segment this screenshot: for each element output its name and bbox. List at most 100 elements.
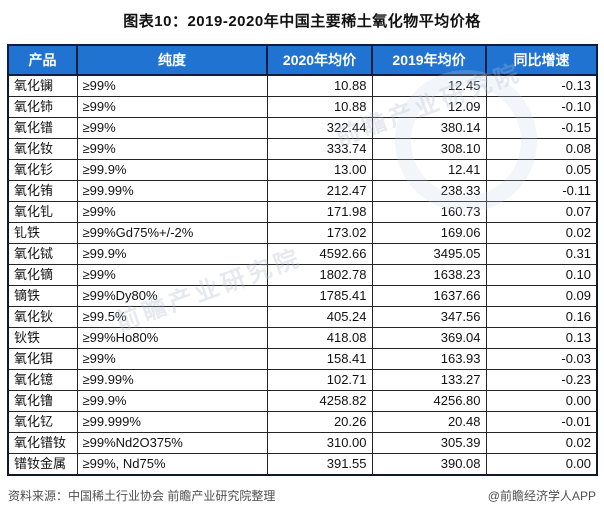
table-row: 氧化钐 ≥99.9% 13.00 12.41 0.05 (7, 159, 598, 181)
header-row: 产品 纯度 2020年均价 2019年均价 同比增速 (7, 44, 598, 76)
cell-price-2019: 12.09 (371, 96, 487, 118)
credit-badge: @前瞻经济学人APP (487, 489, 596, 503)
cell-purity: ≥99%Dy80% (76, 285, 268, 307)
cell-product: 钆铁 (7, 222, 78, 244)
table-row: 氧化铕 ≥99.99% 212.47 238.33 -0.11 (7, 180, 598, 202)
col-header-price-2019: 2019年均价 (371, 44, 487, 76)
cell-growth: -0.03 (485, 348, 598, 370)
cell-price-2020: 322.44 (266, 117, 373, 139)
table-row: 镝铁 ≥99%Dy80% 1785.41 1637.66 0.09 (7, 285, 598, 307)
table-row: 氧化镨钕 ≥99%Nd2O375% 310.00 305.39 0.02 (7, 432, 598, 454)
cell-product: 氧化铕 (7, 180, 78, 202)
cell-purity: ≥99% (76, 138, 268, 160)
cell-purity: ≥99.999% (76, 411, 268, 433)
cell-product: 钬铁 (7, 327, 78, 349)
table-row: 氧化铽 ≥99.9% 4592.66 3495.05 0.31 (7, 243, 598, 265)
cell-price-2019: 163.93 (371, 348, 487, 370)
cell-price-2020: 418.08 (266, 327, 373, 349)
table-row: 钬铁 ≥99%Ho80% 418.08 369.04 0.13 (7, 327, 598, 349)
table-row: 氧化钆 ≥99% 171.98 160.73 0.07 (7, 201, 598, 223)
table-body: 氧化镧 ≥99% 10.88 12.45 -0.13 氧化铈 ≥99% 10.88 12.09-… (7, 74, 598, 476)
cell-price-2020: 171.98 (266, 201, 373, 223)
cell-product: 氧化铈 (7, 96, 78, 118)
cell-product: 镝铁 (7, 285, 78, 307)
cell-price-2020: 4258.82 (266, 390, 373, 412)
table-row: 氧化镱 ≥99.99% 102.71 133.27 -0.23 (7, 369, 598, 391)
cell-price-2019: 20.48 (371, 411, 487, 433)
table-header: 产品 纯度 2020年均价 2019年均价 同比增速 (7, 44, 598, 76)
cell-growth: -0.13 (485, 74, 598, 97)
cell-price-2019: 12.45 (371, 74, 487, 97)
cell-product: 氧化镧 (7, 74, 78, 97)
cell-price-2020: 102.71 (266, 369, 373, 391)
cell-product: 氧化铽 (7, 243, 78, 265)
cell-product: 氧化镱 (7, 369, 78, 391)
cell-growth: 0.02 (485, 222, 598, 244)
cell-purity: ≥99%Gd75%+/-2% (76, 222, 268, 244)
cell-product: 氧化镝 (7, 264, 78, 286)
table-row: 氧化钕 ≥99% 333.74 308.10 0.08 (7, 138, 598, 160)
cell-purity: ≥99% (76, 117, 268, 139)
cell-growth: 0.13 (485, 327, 598, 349)
cell-price-2020: 4592.66 (266, 243, 373, 265)
cell-purity: ≥99.9% (76, 159, 268, 181)
cell-product: 氧化镨 (7, 117, 78, 139)
cell-growth: 0.00 (485, 390, 598, 412)
cell-product: 氧化钕 (7, 138, 78, 160)
cell-price-2020: 1802.78 (266, 264, 373, 286)
cell-purity: ≥99.9% (76, 243, 268, 265)
cell-price-2019: 308.10 (371, 138, 487, 160)
cell-price-2019: 347.56 (371, 306, 487, 328)
cell-price-2019: 4256.80 (371, 390, 487, 412)
table-row: 氧化铒 ≥99% 158.41 163.93 -0.03 (7, 348, 598, 370)
page-title: 图表10：2019-2020年中国主要稀土氧化物平均价格 (123, 13, 481, 30)
cell-price-2019: 1638.23 (371, 264, 487, 286)
cell-growth: 0.09 (485, 285, 598, 307)
cell-product: 氧化铒 (7, 348, 78, 370)
cell-price-2020: 310.00 (266, 432, 373, 454)
price-table-container: 产品 纯度 2020年均价 2019年均价 同比增速 氧化镧 ≥99% 10.88 1… (7, 44, 598, 476)
cell-price-2020: 1785.41 (266, 285, 373, 307)
cell-price-2019: 238.33 (371, 180, 487, 202)
cell-product: 镨钕金属 (7, 453, 78, 476)
table-row: 镨钕金属 ≥99%, Nd75% 391.55 390.08 0.00 (7, 453, 598, 476)
cell-growth: -0.11 (485, 180, 598, 202)
cell-purity: ≥99%Nd2O375% (76, 432, 268, 454)
cell-price-2020: 405.24 (266, 306, 373, 328)
col-header-price-2020: 2020年均价 (266, 44, 373, 76)
cell-price-2019: 369.04 (371, 327, 487, 349)
cell-price-2019: 305.39 (371, 432, 487, 454)
cell-purity: ≥99.99% (76, 369, 268, 391)
table-row: 氧化镧 ≥99% 10.88 12.45 -0.13 (7, 74, 598, 97)
cell-price-2020: 391.55 (266, 453, 373, 476)
table-row: 氧化镥 ≥99.9% 4258.82 4256.80 0.00 (7, 390, 598, 412)
cell-price-2019: 390.08 (371, 453, 487, 476)
cell-purity: ≥99%Ho80% (76, 327, 268, 349)
table-row: 氧化镨 ≥99% 322.44 380.14 -0.15 (7, 117, 598, 139)
cell-growth: 0.08 (485, 138, 598, 160)
cell-price-2019: 380.14 (371, 117, 487, 139)
cell-purity: ≥99.9% (76, 390, 268, 412)
cell-purity: ≥99.99% (76, 180, 268, 202)
cell-product: 氧化钇 (7, 411, 78, 433)
cell-growth: -0.10 (485, 96, 598, 118)
cell-purity: ≥99% (76, 264, 268, 286)
cell-growth: -0.01 (485, 411, 598, 433)
col-header-purity: 纯度 (76, 44, 268, 76)
table-row: 氧化铈 ≥99% 10.88 12.09 -0.10 (7, 96, 598, 118)
cell-growth: 0.10 (485, 264, 598, 286)
source-note: 资料来源：中国稀土行业协会 前瞻产业研究院整理 (8, 489, 276, 503)
cell-purity: ≥99% (76, 348, 268, 370)
table-row: 氧化钬 ≥99.5% 405.24 347.56 0.16 (7, 306, 598, 328)
cell-growth: 0.16 (485, 306, 598, 328)
table-row: 钆铁 ≥99%Gd75%+/-2% 173.02 169.06 0.02 (7, 222, 598, 244)
cell-purity: ≥99.5% (76, 306, 268, 328)
cell-purity: ≥99%, Nd75% (76, 453, 268, 476)
cell-price-2019: 133.27 (371, 369, 487, 391)
table-row: 氧化钇 ≥99.999% 20.26 20.48 -0.01 (7, 411, 598, 433)
table-row: 氧化镝 ≥99% 1802.78 1638.23 0.10 (7, 264, 598, 286)
cell-price-2020: 158.41 (266, 348, 373, 370)
price-table: 产品 纯度 2020年均价 2019年均价 同比增速 氧化镧 ≥99% 10.88 1… (7, 44, 598, 476)
cell-price-2020: 10.88 (266, 96, 373, 118)
